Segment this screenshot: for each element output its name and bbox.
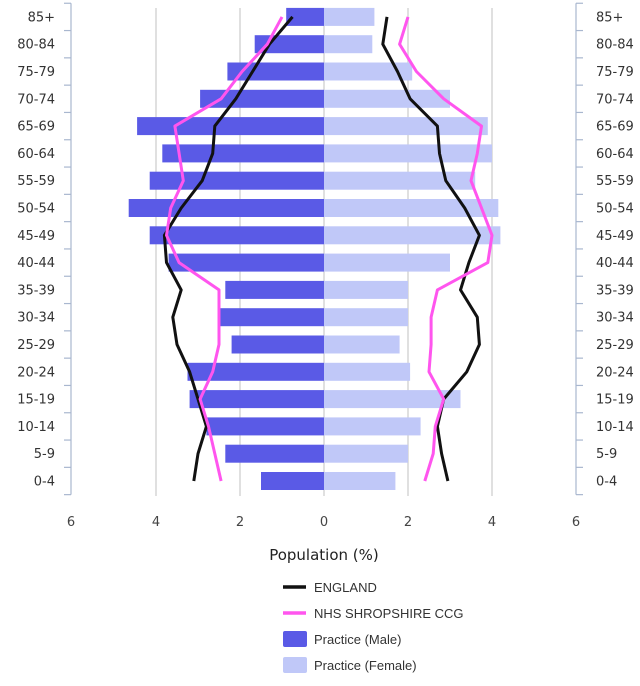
- left-category-label: 15-19: [17, 393, 55, 408]
- x-axis: 6 4 2 0 2 4 6: [67, 515, 580, 530]
- male-bar: [149, 226, 324, 245]
- right-category-label: 35-39: [596, 283, 634, 298]
- right-category-label: 25-29: [596, 338, 634, 353]
- female-bar: [324, 280, 408, 299]
- male-bar: [286, 7, 324, 26]
- left-category-label: 45-49: [17, 229, 55, 244]
- female-bar: [324, 62, 413, 81]
- x-tick-label: 6: [572, 515, 580, 530]
- male-bar: [219, 308, 324, 327]
- right-category-label: 85+: [596, 10, 623, 25]
- reference-lines: [162, 15, 494, 482]
- england-legend-label: ENGLAND: [314, 580, 377, 595]
- female-bar: [324, 117, 488, 136]
- female-bar: [324, 35, 373, 54]
- male-bar: [261, 472, 324, 490]
- male-bar: [137, 117, 324, 136]
- practice-male--legend-label: Practice (Male): [314, 632, 401, 647]
- female-bar: [324, 171, 476, 190]
- right-category-label: 20-24: [596, 365, 634, 380]
- female-bar: [324, 144, 492, 163]
- right-category-label: 10-14: [596, 420, 634, 435]
- left-category-label: 65-69: [17, 120, 55, 135]
- male-bar: [206, 417, 324, 436]
- right-category-label: 40-44: [596, 256, 634, 271]
- nhs-shropshire-ccg-line-female: [398, 16, 494, 482]
- x-tick-label: 4: [488, 515, 496, 530]
- left-category-label: 75-79: [17, 65, 55, 80]
- left-category-label: 10-14: [17, 420, 55, 435]
- x-tick-label: 4: [152, 515, 160, 530]
- right-category-label: 50-54: [596, 202, 634, 217]
- female-bar: [324, 472, 396, 490]
- england-line-male: [162, 15, 294, 482]
- right-category-label: 60-64: [596, 147, 634, 162]
- x-axis-title: Population (%): [269, 546, 379, 564]
- male-bar: [225, 444, 324, 463]
- female-bar: [324, 390, 461, 409]
- right-category-label: 75-79: [596, 65, 634, 80]
- left-category-label: 50-54: [17, 202, 55, 217]
- female-bar: [324, 89, 450, 108]
- right-category-label: 80-84: [596, 38, 634, 53]
- left-category-label: 25-29: [17, 338, 55, 353]
- practice-female--legend-label: Practice (Female): [314, 658, 417, 673]
- male-bar: [231, 335, 324, 354]
- male-bar: [162, 144, 324, 163]
- right-category-label: 15-19: [596, 393, 634, 408]
- left-category-label: 40-44: [17, 256, 55, 271]
- x-tick-label: 2: [236, 515, 244, 530]
- left-category-label: 85+: [28, 10, 55, 25]
- female-bar: [324, 226, 501, 245]
- left-category-label: 20-24: [17, 365, 55, 380]
- male-bar: [187, 362, 324, 381]
- male-bar: [189, 390, 324, 409]
- right-category-label: 65-69: [596, 120, 634, 135]
- male-bar: [149, 171, 324, 190]
- female-bar: [324, 417, 421, 436]
- female-bar: [324, 362, 411, 381]
- male-bar: [128, 199, 324, 217]
- right-y-axis: 0-4 5-9 10-14 15-19 20-24 25-29 30-34 35-39 40-4…: [575, 2, 634, 496]
- female-bar: [324, 444, 408, 463]
- left-category-label: 0-4: [34, 475, 55, 490]
- female-bar: [324, 335, 400, 354]
- legend: ENGLAND NHS SHROPSHIRE CCG Practice (Male)…: [283, 580, 464, 673]
- nhs-shropshire-ccg-legend-label: NHS SHROPSHIRE CCG: [314, 606, 464, 621]
- left-y-axis: 0-4 5-9 10-14 15-19 20-24 25-29 30-34 35-39 40-4…: [17, 2, 72, 496]
- right-category-label: 0-4: [596, 475, 617, 490]
- bars: [128, 7, 501, 490]
- male-bar: [225, 280, 324, 299]
- left-category-label: 70-74: [17, 92, 55, 107]
- left-category-label: 80-84: [17, 38, 55, 53]
- left-category-label: 60-64: [17, 147, 55, 162]
- female-bar: [324, 7, 375, 26]
- nhs-shropshire-ccg-line-male: [165, 16, 284, 482]
- female-bar: [324, 253, 450, 272]
- x-tick-label: 2: [404, 515, 412, 530]
- right-category-label: 45-49: [596, 229, 634, 244]
- left-category-label: 35-39: [17, 283, 55, 298]
- practice-female--legend-swatch: [283, 657, 307, 673]
- x-tick-label: 0: [320, 515, 328, 530]
- right-category-label: 55-59: [596, 174, 634, 189]
- practice-male--legend-swatch: [283, 631, 307, 647]
- male-bar: [168, 253, 324, 272]
- right-category-label: 30-34: [596, 311, 634, 326]
- left-category-label: 55-59: [17, 174, 55, 189]
- female-bar: [324, 308, 408, 327]
- female-bar: [324, 199, 499, 217]
- left-category-label: 30-34: [17, 311, 55, 326]
- left-category-label: 5-9: [34, 447, 55, 462]
- x-tick-label: 6: [67, 515, 75, 530]
- right-category-label: 70-74: [596, 92, 634, 107]
- right-category-label: 5-9: [596, 447, 617, 462]
